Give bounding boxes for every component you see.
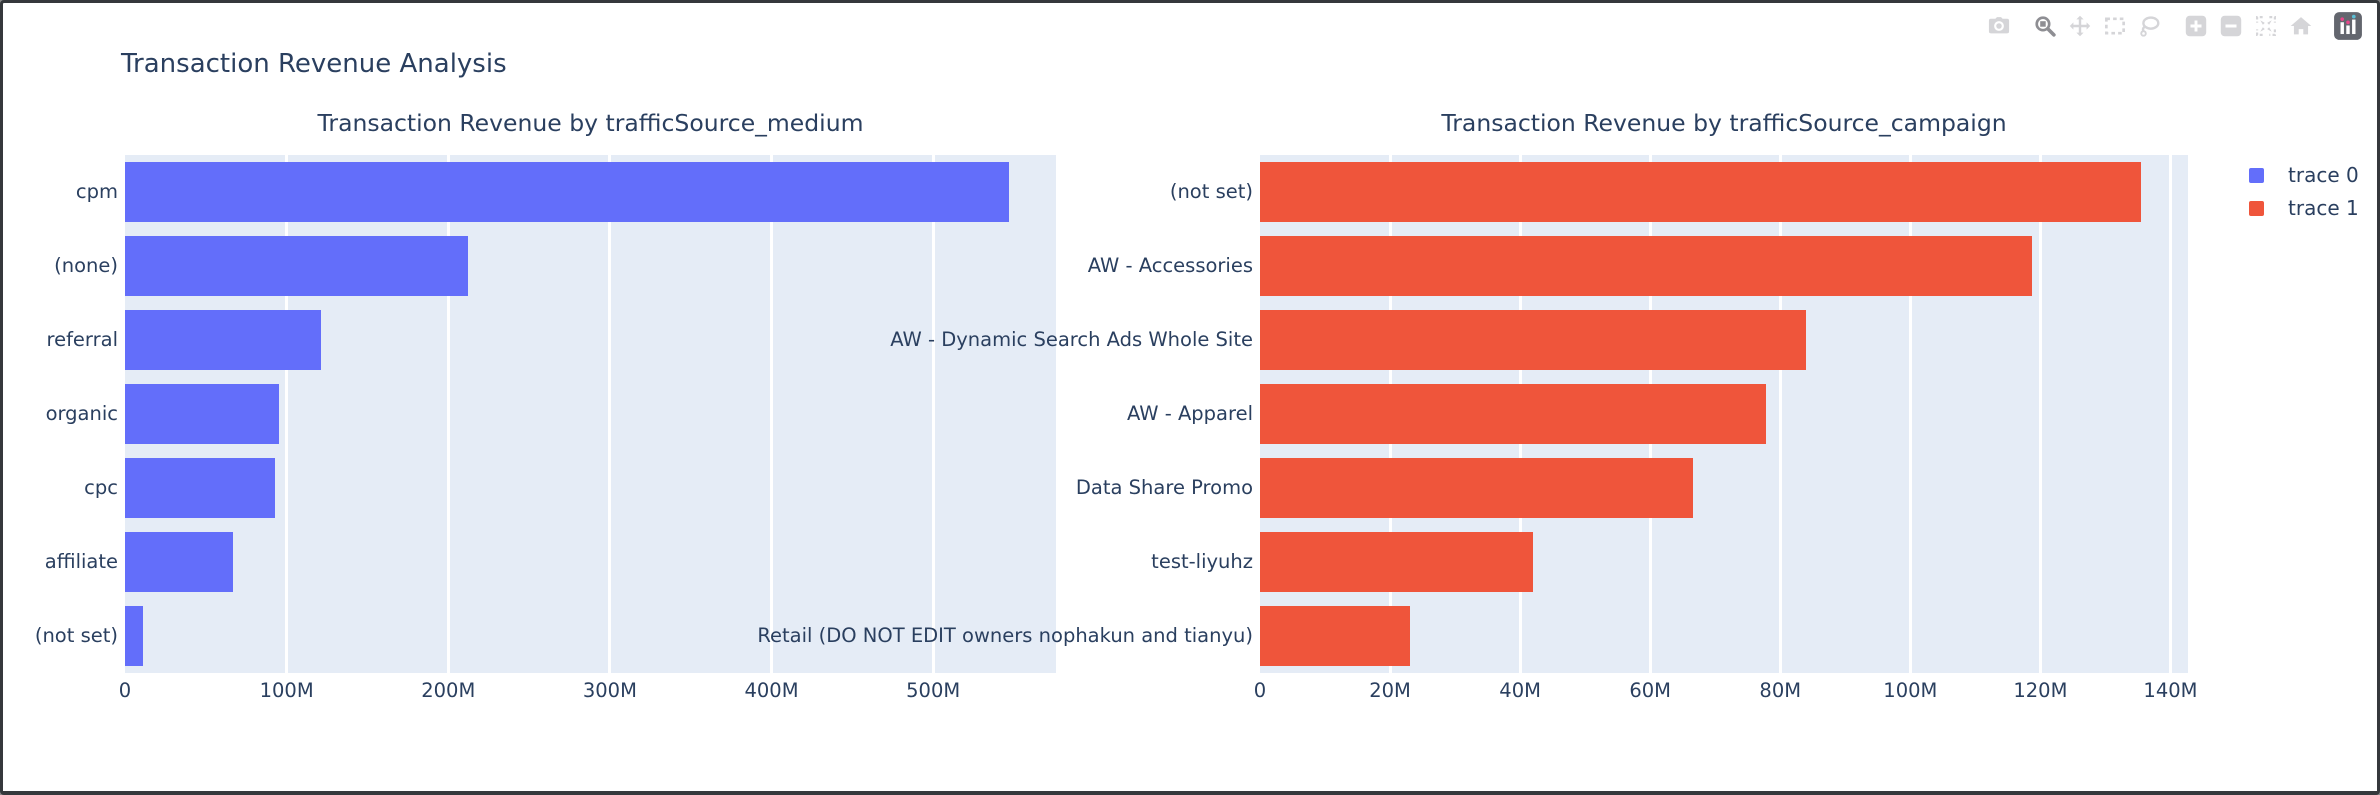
gridline — [2038, 155, 2042, 673]
zoom-out-icon[interactable] — [2219, 14, 2243, 38]
figure-title: Transaction Revenue Analysis — [121, 49, 507, 79]
bar[interactable] — [1260, 532, 1534, 592]
lasso-icon[interactable] — [2138, 14, 2162, 38]
bar[interactable] — [125, 236, 468, 296]
y-axis-category-label: Retail (DO NOT EDIT owners nophakun and … — [757, 624, 1253, 647]
y-axis-category-label: (not set) — [34, 624, 118, 647]
bar[interactable] — [1260, 606, 1410, 666]
legend-swatch — [2249, 167, 2264, 183]
x-axis-tick-label: 400M — [744, 679, 799, 702]
gridline — [1778, 155, 1782, 673]
camera-icon[interactable] — [1987, 14, 2011, 38]
home-icon[interactable] — [2289, 14, 2313, 38]
y-axis-category-label: affiliate — [44, 550, 118, 573]
x-axis-tick-label: 140M — [2143, 679, 2198, 702]
bar[interactable] — [1260, 458, 1693, 518]
y-axis-category-label: Data Share Promo — [1075, 476, 1253, 499]
gridline — [2168, 155, 2172, 673]
gridline — [285, 155, 289, 673]
bar[interactable] — [125, 310, 321, 370]
bar[interactable] — [1260, 162, 2142, 222]
bar[interactable] — [125, 606, 144, 666]
x-axis-tick-label: 500M — [906, 679, 961, 702]
modebar — [1976, 11, 2363, 41]
legend: trace 0 trace 1 — [2249, 163, 2359, 229]
subplot-title: Transaction Revenue by trafficSource_med… — [317, 109, 864, 137]
bar[interactable] — [1260, 384, 1766, 444]
bar[interactable] — [125, 384, 280, 444]
autoscale-icon[interactable] — [2254, 14, 2278, 38]
y-axis-category-label: AW - Apparel — [1126, 402, 1253, 425]
y-axis-category-label: (not set) — [1169, 180, 1253, 203]
plotly-logo-icon[interactable] — [2333, 11, 2363, 41]
x-axis-tick-label: 120M — [2013, 679, 2068, 702]
zoom-in-icon[interactable] — [2184, 14, 2208, 38]
zoom-icon[interactable] — [2033, 14, 2057, 38]
bar[interactable] — [1260, 236, 2032, 296]
y-axis-category-label: AW - Dynamic Search Ads Whole Site — [890, 328, 1253, 351]
gridline — [1908, 155, 1912, 673]
legend-swatch — [2249, 200, 2264, 216]
x-axis-tick-label: 100M — [1883, 679, 1938, 702]
gridline — [931, 155, 935, 673]
legend-item[interactable]: trace 1 — [2249, 196, 2359, 220]
y-axis-category-label: referral — [46, 328, 118, 351]
bar[interactable] — [125, 162, 1010, 222]
x-axis-tick-label: 0 — [118, 679, 132, 702]
plot-area[interactable] — [1260, 155, 2188, 673]
x-axis-tick-label: 200M — [421, 679, 476, 702]
x-axis-tick-label: 20M — [1369, 679, 1411, 702]
y-axis-category-label: AW - Accessories — [1087, 254, 1253, 277]
x-axis-tick-label: 60M — [1629, 679, 1672, 702]
x-axis-tick-label: 0 — [1253, 679, 1267, 702]
box-select-icon[interactable] — [2103, 14, 2127, 38]
x-axis-tick-label: 40M — [1499, 679, 1541, 702]
x-axis-tick-label: 300M — [582, 679, 637, 702]
gridline — [770, 155, 774, 673]
legend-label: trace 0 — [2288, 163, 2359, 187]
plot-area[interactable] — [125, 155, 1056, 673]
x-axis-tick-label: 100M — [259, 679, 314, 702]
legend-label: trace 1 — [2288, 196, 2359, 220]
y-axis-category-label: organic — [45, 402, 118, 425]
x-axis-tick-label: 80M — [1759, 679, 1802, 702]
gridline — [446, 155, 450, 673]
bar[interactable] — [1260, 310, 1807, 370]
y-axis-category-label: test-liyuhz — [1151, 550, 1253, 573]
bar[interactable] — [125, 532, 234, 592]
bar[interactable] — [125, 458, 276, 518]
pan-icon[interactable] — [2068, 14, 2092, 38]
subplot-title: Transaction Revenue by trafficSource_cam… — [1441, 109, 2007, 137]
y-axis-category-label: cpc — [84, 476, 118, 499]
gridline — [608, 155, 612, 673]
legend-item[interactable]: trace 0 — [2249, 163, 2359, 187]
y-axis-category-label: (none) — [54, 254, 118, 277]
y-axis-category-label: cpm — [75, 180, 118, 203]
